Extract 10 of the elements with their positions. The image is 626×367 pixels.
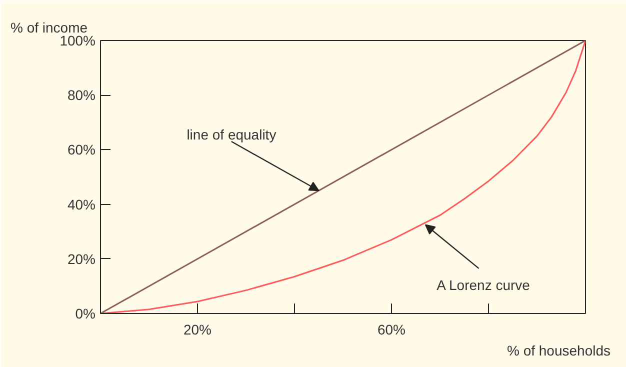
y-axis-title: % of income (10, 20, 88, 36)
x-axis-title: % of households (506, 342, 611, 358)
y-tick-label: 0% (75, 306, 96, 322)
y-tick-label: 20% (67, 250, 96, 267)
annotation: A Lorenz curve (436, 276, 530, 293)
y-tick-label: 80% (67, 87, 96, 104)
y-tick-label: 40% (67, 196, 96, 212)
y-tick-label: 100% (60, 32, 96, 48)
annotation: line of equality (186, 126, 276, 143)
y-tick-label: 60% (67, 142, 96, 158)
